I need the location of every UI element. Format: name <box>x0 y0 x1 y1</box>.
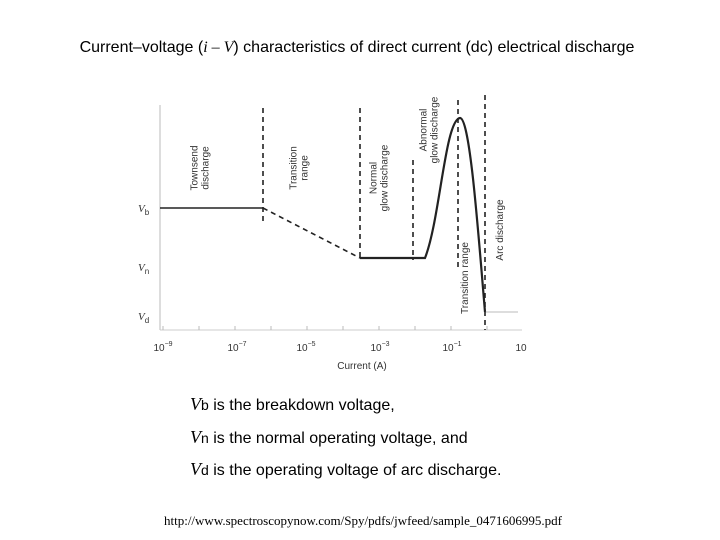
note: Vb is the breakdown voltage, <box>190 394 395 414</box>
x-tick-exp: −1 <box>454 341 462 348</box>
region-line: glow discharge <box>380 144 391 211</box>
title: Current–voltage (i – V) characteristics … <box>80 39 635 56</box>
region-label: Abnormalglow discharge <box>419 96 441 163</box>
note: Vn is the normal operating voltage, and <box>190 427 468 447</box>
note-text: is the normal operating voltage, and <box>209 430 468 447</box>
boundary <box>262 95 486 330</box>
region-label: Normalglow discharge <box>369 144 391 211</box>
x-tick-label: 10 <box>515 343 527 354</box>
region-line: glow discharge <box>430 96 441 163</box>
region-line: Abnormal <box>419 109 430 152</box>
note-symbol: V <box>190 394 203 414</box>
x-label: Current (A) <box>337 361 386 372</box>
note-sub: d <box>201 462 209 478</box>
region-line: discharge <box>201 146 212 190</box>
title-symbol: i – V <box>203 39 235 56</box>
title-text: Current–voltage ( <box>80 39 204 56</box>
x-tick-label: 10−5 <box>296 341 315 354</box>
x-tick-exp: −5 <box>308 341 316 348</box>
region-line: Normal <box>369 162 380 194</box>
x-tick-base: 10 <box>296 343 308 354</box>
curve <box>262 207 361 259</box>
note-text: is the operating voltage of arc discharg… <box>209 462 502 479</box>
y-label-sub: n <box>145 267 149 276</box>
x-tick-base: 10 <box>153 343 165 354</box>
y-label: Vb <box>138 203 150 217</box>
x-tick-exp: −7 <box>239 341 247 348</box>
x-tick-label: 10−1 <box>442 341 461 354</box>
note-sub: b <box>201 397 209 413</box>
region-line: Townsend <box>190 145 201 190</box>
x-tick-exp: −3 <box>382 341 390 348</box>
note-text: is the breakdown voltage, <box>209 397 395 414</box>
x-tick-base: 10 <box>515 343 527 354</box>
x-tick-base: 10 <box>227 343 239 354</box>
note-sub: n <box>201 430 209 446</box>
curve <box>360 116 487 313</box>
x-tick-base: 10 <box>442 343 454 354</box>
y-label-symbol: V <box>138 203 146 215</box>
region-line: Arc discharge <box>495 199 506 261</box>
notes: Vb is the breakdown voltage,Vn is the no… <box>190 394 501 479</box>
note: Vd is the operating voltage of arc disch… <box>190 459 501 479</box>
y-label: Vn <box>138 262 149 276</box>
y-label-sub: d <box>145 316 149 325</box>
region-line: range <box>300 155 311 181</box>
x-tick-exp: −9 <box>165 341 173 348</box>
region-label: Transition range <box>460 242 471 314</box>
note-symbol: V <box>190 459 203 479</box>
title-text: ) characteristics of direct current (dc)… <box>233 39 634 56</box>
x-tick-base: 10 <box>370 343 382 354</box>
region-label: Townsenddischarge <box>190 145 212 190</box>
region-label: Transitionrange <box>289 146 311 190</box>
note-symbol: V <box>190 427 203 447</box>
region-label: Arc discharge <box>495 199 506 261</box>
y-label-symbol: V <box>138 311 146 323</box>
y-label: Vd <box>138 311 149 325</box>
y-label-sub: b <box>145 208 150 217</box>
region-line: Transition range <box>460 242 471 314</box>
y-label-symbol: V <box>138 262 146 274</box>
source-url: http://www.spectroscopynow.com/Spy/pdfs/… <box>164 513 563 528</box>
x-tick-label: 10−9 <box>153 341 172 354</box>
region-line: Transition <box>289 146 300 190</box>
x-tick-label: 10−3 <box>370 341 389 354</box>
figure <box>159 95 522 331</box>
x-tick-label: 10−7 <box>227 341 246 354</box>
